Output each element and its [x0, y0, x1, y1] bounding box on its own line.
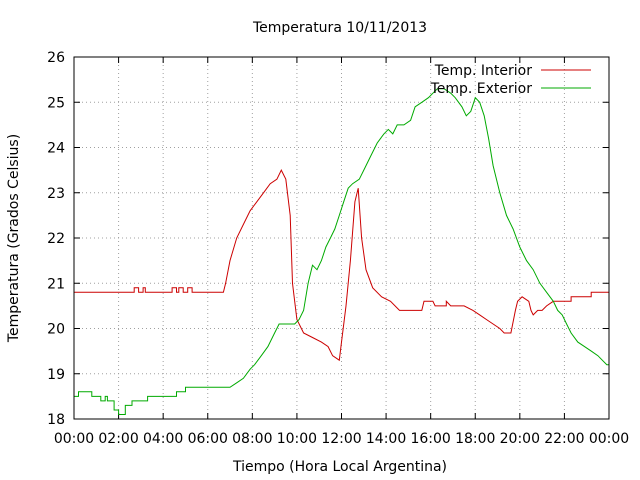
x-tick-label: 00:00: [54, 431, 94, 447]
plot-frame: [73, 56, 610, 420]
x-tick-label: 02:00: [98, 431, 138, 447]
x-tick-label: 16:00: [410, 431, 450, 447]
grid-lines: [74, 57, 609, 419]
legend-label-exterior: Temp. Exterior: [430, 81, 533, 97]
x-tick-label: 18:00: [455, 431, 495, 447]
series-lines: [74, 88, 609, 415]
y-tick-label: 21: [47, 276, 65, 292]
x-tick-label: 22:00: [544, 431, 584, 447]
x-tick-label: 14:00: [366, 431, 406, 447]
x-tick-label: 12:00: [321, 431, 361, 447]
x-tick-label: 20:00: [500, 431, 540, 447]
x-tick-label: 06:00: [188, 431, 228, 447]
x-tick-label: 00:00: [589, 431, 629, 447]
y-tick-label: 24: [47, 141, 65, 157]
series-line-exterior: [74, 88, 609, 415]
y-axis-label: Temperatura (Grados Celsius): [6, 134, 22, 343]
y-tick-label: 25: [47, 95, 65, 111]
x-tick-marks: [73, 57, 610, 419]
x-tick-label: 10:00: [277, 431, 317, 447]
x-axis-label: Tiempo (Hora Local Argentina): [232, 459, 447, 475]
y-tick-label: 23: [47, 186, 65, 202]
x-tick-label: 08:00: [232, 431, 272, 447]
y-tick-label: 19: [47, 367, 65, 383]
y-tick-label: 26: [47, 50, 65, 66]
chart-title: Temperatura 10/11/2013: [252, 20, 427, 36]
series-line-interior: [74, 168, 609, 362]
legend-label-interior: Temp. Interior: [434, 63, 533, 79]
y-tick-label: 18: [47, 412, 65, 428]
y-tick-label: 22: [47, 231, 65, 247]
x-tick-label: 04:00: [143, 431, 183, 447]
y-tick-label: 20: [47, 322, 65, 338]
legend: Temp. Interior Temp. Exterior: [430, 63, 591, 97]
